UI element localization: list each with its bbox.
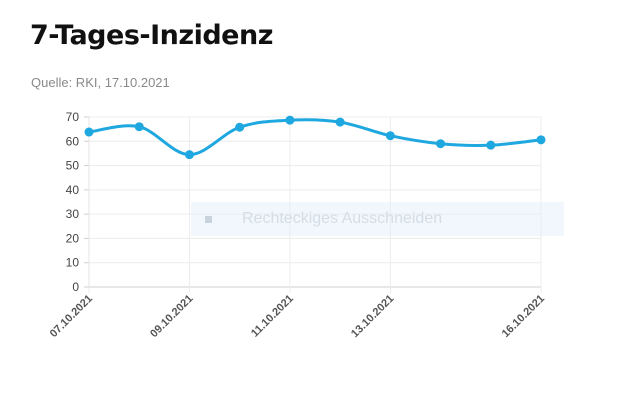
y-tick-label-60: 60 [66, 134, 80, 148]
x-tick-label-16.10.2021: 16.10.2021 [500, 293, 547, 340]
data-point-09.10.2021 [184, 150, 194, 160]
y-tick-label-10: 10 [66, 256, 80, 270]
data-point-12.10.2021 [335, 117, 345, 127]
chart-title: 7-Tages-Inzidenz [30, 20, 273, 51]
data-point-11.10.2021 [285, 115, 295, 125]
snip-tool-icon [205, 215, 212, 223]
x-tick-label-09.10.2021: 09.10.2021 [148, 293, 195, 340]
y-tick-labels: 0 10 20 30 40 50 60 70 [66, 110, 80, 294]
source-note: Quelle: RKI, 17.10.2021 [31, 75, 170, 90]
data-point-10.10.2021 [235, 122, 245, 132]
x-tick-labels: 07.10.2021 09.10.2021 11.10.2021 13.10.2021… [48, 293, 547, 340]
data-point-15.10.2021 [486, 140, 496, 150]
x-tick-label-11.10.2021: 11.10.2021 [249, 293, 296, 340]
data-point-07.10.2021 [84, 127, 94, 137]
y-tick-label-30: 30 [66, 207, 80, 221]
y-tick-label-0: 0 [72, 280, 79, 294]
snip-tool-overlay[interactable]: Rechteckiges Ausschneiden [191, 202, 564, 236]
y-tick-label-20: 20 [66, 231, 80, 245]
snip-tool-label: Rechteckiges Ausschneiden [242, 210, 443, 227]
chart-axis [84, 116, 90, 288]
data-points [84, 115, 546, 160]
y-tick-label-70: 70 [66, 110, 80, 124]
series-line [87, 118, 543, 157]
y-tick-label-40: 40 [66, 183, 80, 197]
data-point-08.10.2021 [134, 122, 144, 132]
x-tick-label-13.10.2021: 13.10.2021 [349, 293, 396, 340]
y-tick-label-50: 50 [66, 159, 80, 173]
data-point-13.10.2021 [385, 131, 395, 141]
data-point-14.10.2021 [436, 139, 446, 149]
data-point-16.10.2021 [536, 135, 546, 145]
x-tick-label-07.10.2021: 07.10.2021 [48, 293, 95, 340]
